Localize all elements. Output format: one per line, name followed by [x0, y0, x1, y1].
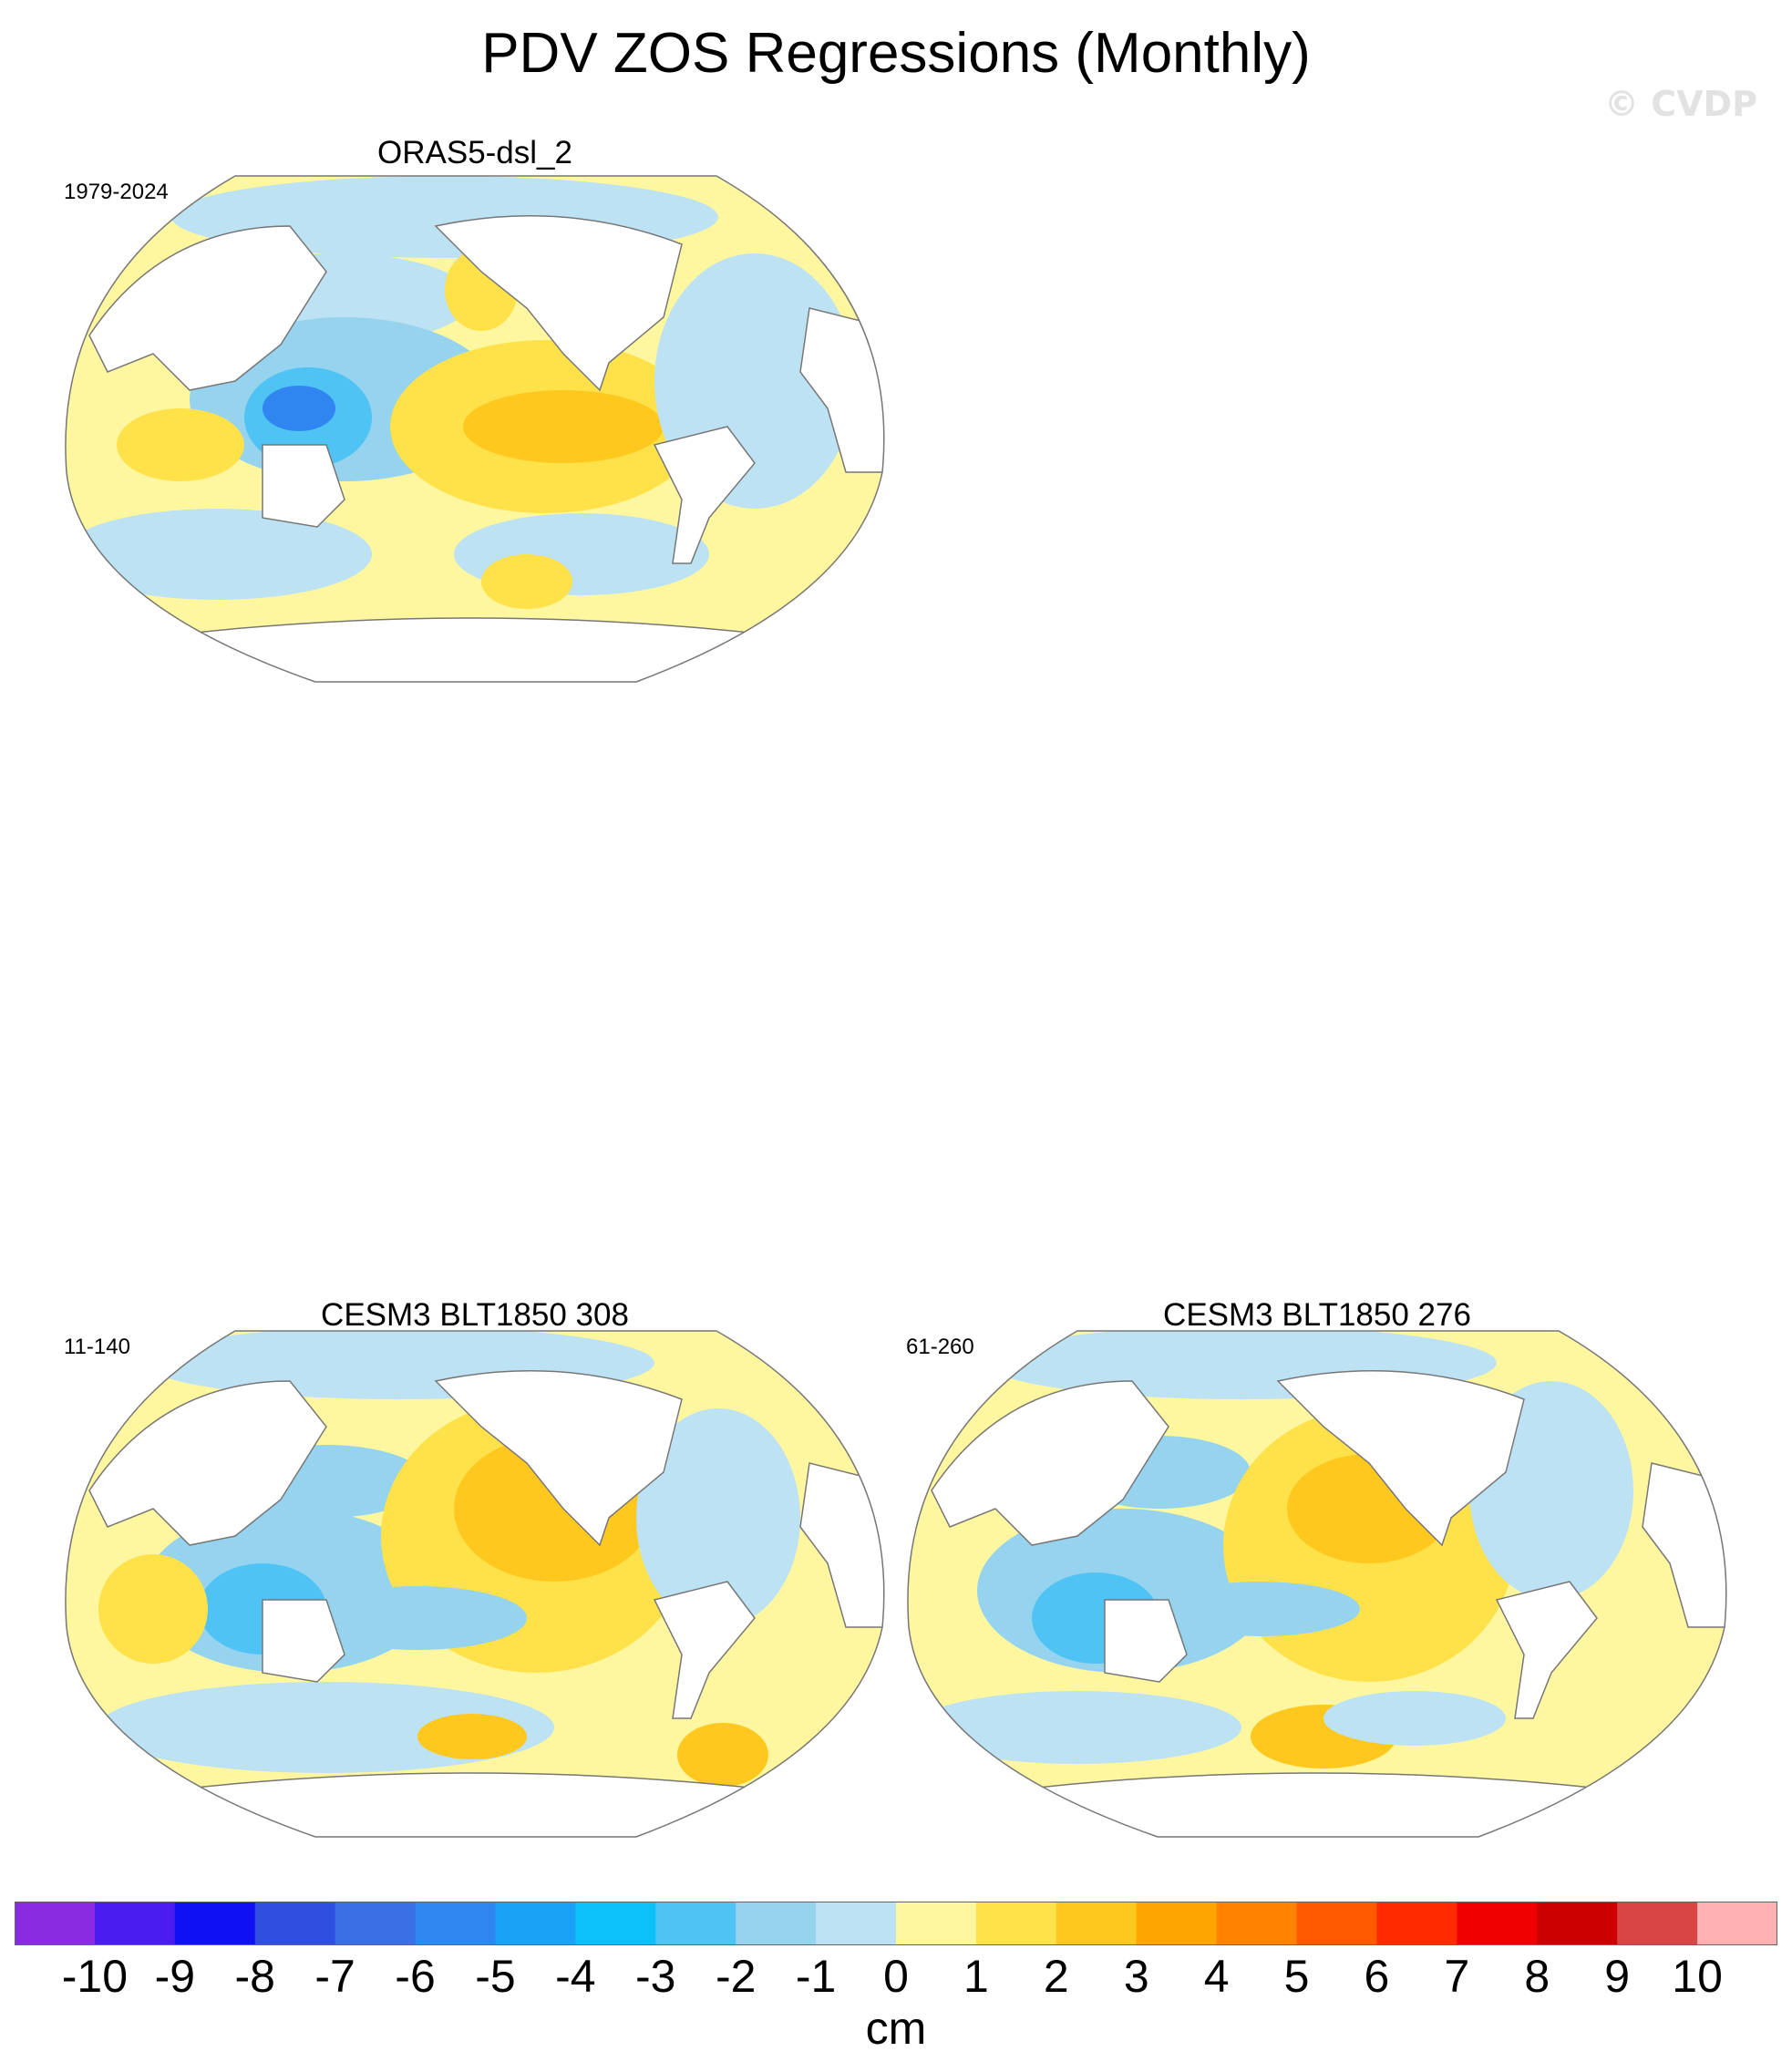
- colorbar-box: [1457, 1902, 1538, 1945]
- colorbar: [15, 1902, 1777, 1945]
- colorbar-tick-label: 10: [1672, 1951, 1723, 2002]
- colorbar-outline: [15, 1902, 1777, 1945]
- colorbar-tick-label: -9: [154, 1951, 196, 2002]
- panel-title-cesm3-276: CESM3 BLT1850 276: [1163, 1297, 1471, 1333]
- colorbar-tick-label: 8: [1524, 1951, 1550, 2002]
- colorbar-tick-label: 1: [963, 1951, 989, 2002]
- panel-title-oras5: ORAS5-dsl_2: [377, 135, 572, 170]
- colorbar-tick-label: -7: [314, 1951, 355, 2002]
- colorbar-box: [896, 1902, 977, 1945]
- colorbar-box: [174, 1902, 256, 1945]
- colorbar-tick-label: 3: [1123, 1951, 1149, 2002]
- colorbar-tick-label: -1: [795, 1951, 837, 2002]
- panel-period-cesm3-308: 11-140: [64, 1335, 130, 1359]
- colorbar-tick-label: 7: [1444, 1951, 1470, 2002]
- colorbar-tick-label: -8: [234, 1951, 275, 2002]
- colorbar-box: [1376, 1902, 1457, 1945]
- colorbar-tick-label: -2: [715, 1951, 757, 2002]
- colorbar-box: [655, 1902, 736, 1945]
- colorbar-box: [495, 1902, 576, 1945]
- colorbar-box: [816, 1902, 897, 1945]
- colorbar-box: [1296, 1902, 1377, 1945]
- colorbar-box: [94, 1902, 176, 1945]
- colorbar-box: [254, 1902, 336, 1945]
- colorbar-box: [1537, 1902, 1618, 1945]
- colorbar-tick-label: 5: [1283, 1951, 1310, 2002]
- colorbar-box: [15, 1902, 96, 1945]
- colorbar-box: [1697, 1902, 1777, 1945]
- colorbar-tick-label: -5: [475, 1951, 516, 2002]
- colorbar-box: [1136, 1902, 1218, 1945]
- colorbar-tick-label: 0: [883, 1951, 909, 2002]
- map-cesm3-276: [907, 1330, 1727, 1838]
- colorbar-box: [1056, 1902, 1138, 1945]
- map-cesm3-308: [65, 1330, 885, 1838]
- colorbar-box: [975, 1902, 1057, 1945]
- cvdp-credit: © CVDP: [1604, 84, 1757, 124]
- colorbar-tick-label: 4: [1203, 1951, 1230, 2002]
- colorbar-box: [1216, 1902, 1298, 1945]
- colorbar-tick-label: 9: [1604, 1951, 1631, 2002]
- panel-title-cesm3-308: CESM3 BLT1850 308: [321, 1297, 629, 1333]
- colorbar-tick-label: 2: [1043, 1951, 1069, 2002]
- colorbar-box: [1617, 1902, 1698, 1945]
- colorbar-tick-label: -3: [635, 1951, 676, 2002]
- colorbar-box: [575, 1902, 656, 1945]
- colorbar-tick-label: 6: [1364, 1951, 1390, 2002]
- map-oras5: [65, 175, 885, 683]
- figure-title: PDV ZOS Regressions (Monthly): [481, 22, 1311, 85]
- panel-period-oras5: 1979-2024: [64, 180, 169, 204]
- colorbar-box: [736, 1902, 817, 1945]
- colorbar-box: [415, 1902, 496, 1945]
- colorbar-units: cm: [865, 2003, 927, 2054]
- panel-period-cesm3-276: 61-260: [906, 1335, 974, 1359]
- colorbar-tick-label: -4: [555, 1951, 596, 2002]
- colorbar-tick-label: -6: [395, 1951, 436, 2002]
- colorbar-tick-label: -10: [61, 1951, 129, 2002]
- colorbar-box: [335, 1902, 417, 1945]
